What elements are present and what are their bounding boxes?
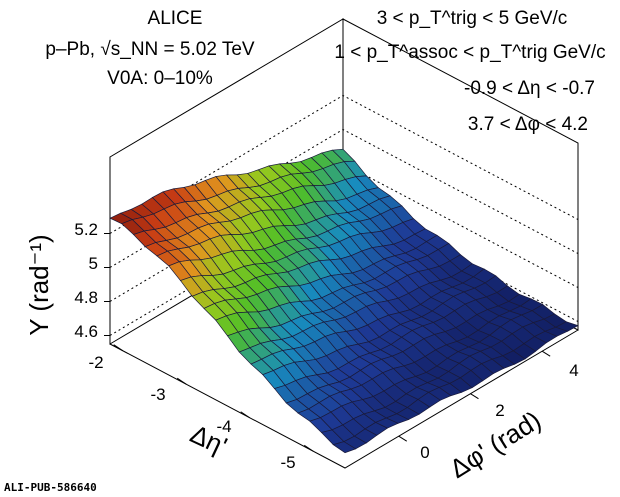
y-tick: [398, 435, 408, 442]
chart-title-line: V0A: 0–10%: [107, 68, 213, 89]
cut-label: -0.9 < Δη < -0.7: [464, 78, 595, 99]
x-tick-label: -3: [150, 385, 165, 404]
surface-mesh: [109, 148, 579, 454]
z-axis-label: Y (rad⁻¹): [24, 234, 54, 335]
cut-label: 3 < p_T^trig < 5 GeV/c: [377, 8, 568, 29]
cut-label: 1 < p_T^assoc < p_T^trig GeV/c: [334, 42, 605, 63]
cut-label: 3.7 < Δφ < 4.2: [468, 114, 588, 135]
y-tick-label: 4: [569, 361, 578, 380]
floor-edge: [109, 329, 579, 469]
z-tick-label: 4.6: [74, 322, 98, 341]
x-tick: [303, 444, 314, 452]
x-tick-label: -4: [216, 417, 231, 436]
y-tick-label: 0: [420, 443, 429, 462]
surface-cell: [332, 441, 357, 454]
x-tick-label: -5: [280, 453, 295, 472]
x-tick: [113, 344, 123, 352]
z-tick-label: 5.2: [74, 220, 98, 239]
chart-title-line: ALICE: [148, 8, 203, 29]
z-tick-label: 4.8: [74, 288, 98, 307]
y-tick: [541, 350, 551, 357]
watermark-label: ALI-PUB-586640: [4, 481, 97, 494]
x-tick: [176, 377, 187, 385]
x-tick: [240, 411, 251, 419]
y-tick-label: 2: [495, 401, 504, 420]
chart-title-line: p–Pb, √s_NN = 5.02 TeV: [45, 39, 255, 60]
x-tick-label: -2: [88, 353, 103, 372]
y-tick: [470, 393, 479, 400]
z-tick-label: 5: [89, 254, 98, 273]
